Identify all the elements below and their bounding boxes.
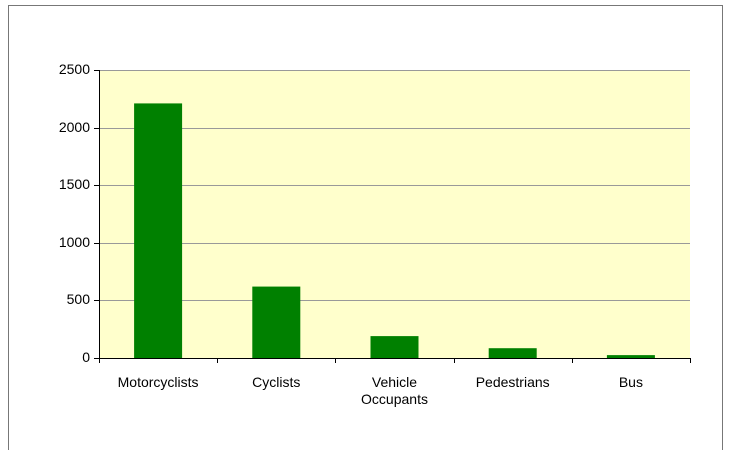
bar xyxy=(606,355,655,358)
x-tick-label: Motorcyclists xyxy=(117,374,199,390)
y-tick-label: 1000 xyxy=(59,234,90,250)
x-tick-label: Cyclists xyxy=(252,374,301,390)
y-tick-label: 2000 xyxy=(59,119,90,135)
plot-area xyxy=(99,70,690,358)
y-tick-label: 1500 xyxy=(59,176,90,192)
chart-frame xyxy=(8,5,723,450)
x-tick-label: Pedestrians xyxy=(475,374,550,390)
x-tick-label: Bus xyxy=(618,374,643,390)
bar xyxy=(488,348,537,358)
bar xyxy=(134,103,183,359)
y-tick-label: 500 xyxy=(67,291,91,307)
y-tick-label: 2500 xyxy=(59,61,90,77)
bar xyxy=(252,286,301,358)
x-tick-label: Vehicle Occupants xyxy=(361,374,428,407)
bar xyxy=(370,336,419,358)
y-tick-label: 0 xyxy=(82,349,90,365)
